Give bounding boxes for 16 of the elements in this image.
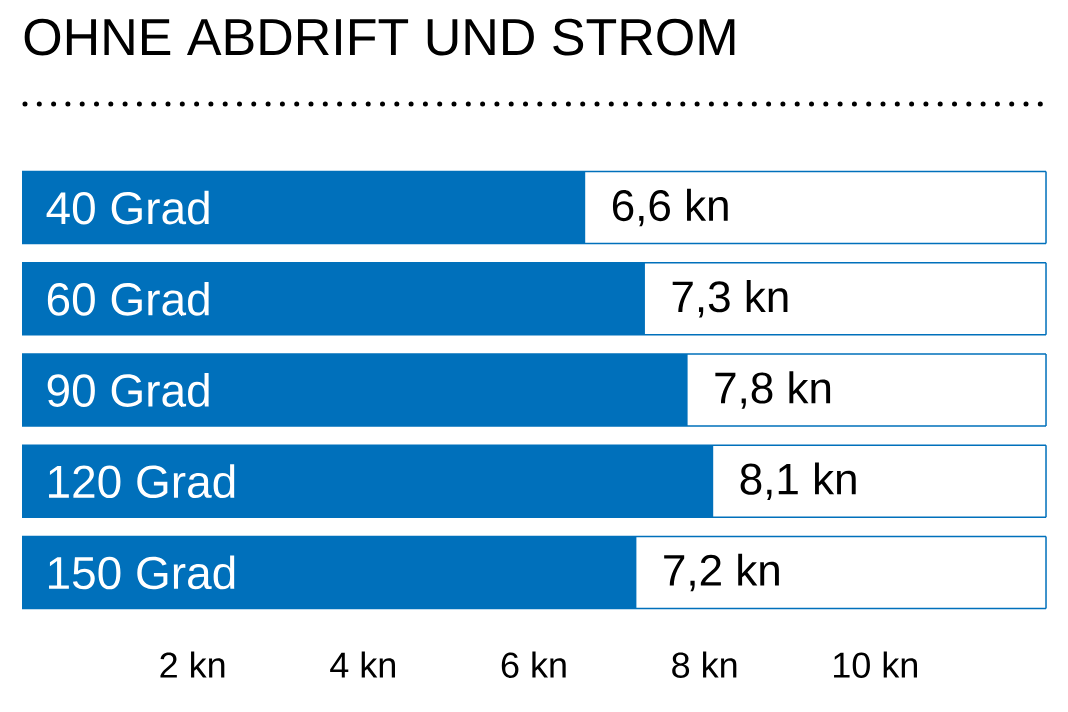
x-tick-label: 6 kn xyxy=(501,651,566,678)
y-tick-label: 150 Grad xyxy=(49,555,235,590)
data-label: 7,2 kn xyxy=(664,553,779,592)
data-label: 7,3 kn xyxy=(672,280,788,318)
x-tick-label: 4 kn xyxy=(330,651,395,678)
y-tick-label: 40 Grad xyxy=(46,190,209,225)
x-tick-label: 10 kn xyxy=(834,651,917,678)
data-label: 7,8 kn xyxy=(715,371,831,409)
x-tick-label: 8 kn xyxy=(672,651,737,678)
chart-title: OHNE ABDRIFT UND STROM xyxy=(24,18,735,56)
x-tick-label: 2 kn xyxy=(160,651,225,678)
y-tick-label: 120 Grad xyxy=(49,464,235,499)
data-label: 8,1 kn xyxy=(740,462,856,500)
data-label: 6,6 kn xyxy=(612,188,728,227)
y-tick-label: 90 Grad xyxy=(47,373,209,407)
y-tick-label: 60 Grad xyxy=(47,281,209,316)
